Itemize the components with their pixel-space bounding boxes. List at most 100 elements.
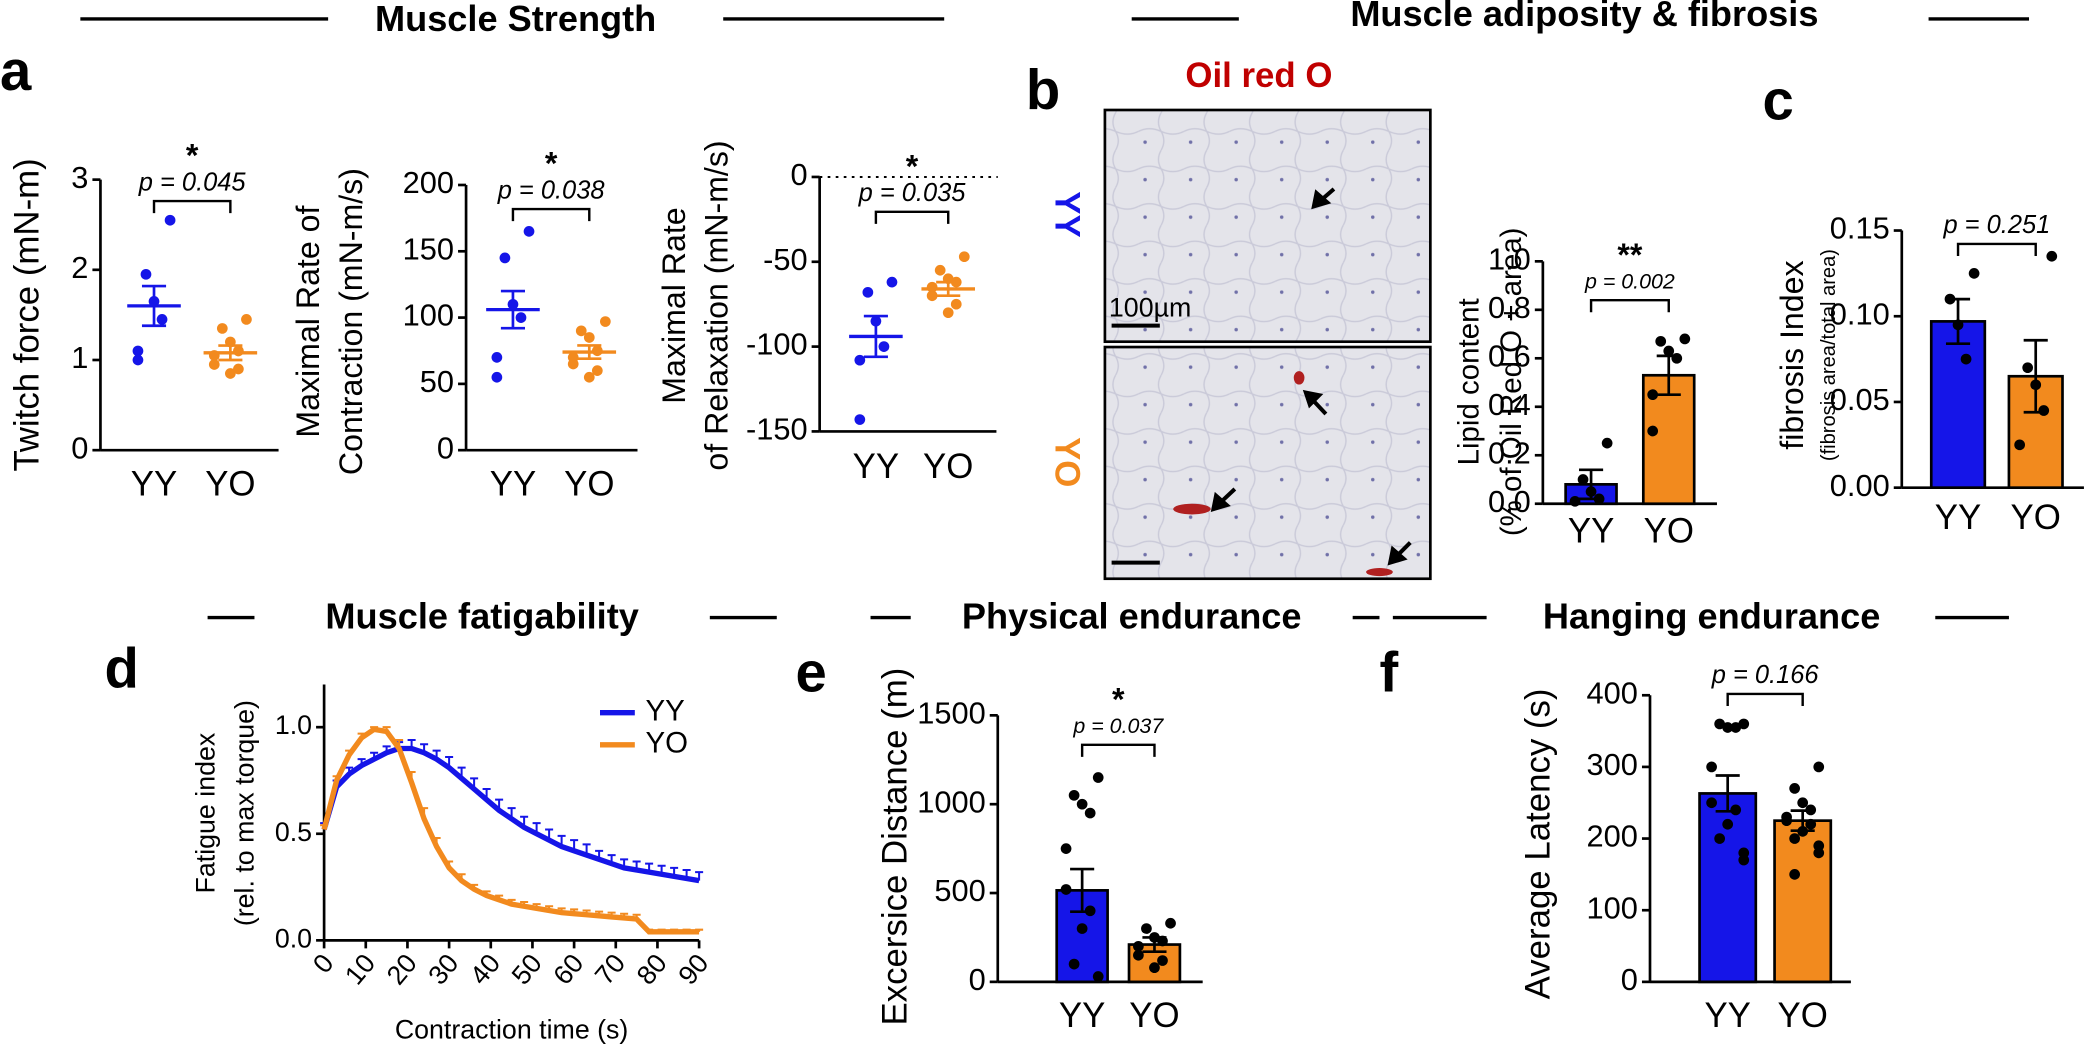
x-tick-label: YY: [1704, 996, 1750, 1035]
x-tick-label: YY: [490, 465, 536, 504]
data-point: [862, 286, 874, 298]
data-point: [1789, 833, 1800, 844]
y-tick-label: 0: [1621, 962, 1638, 997]
lipid-stain: [1293, 371, 1305, 385]
data-point: [1706, 797, 1717, 809]
x-tick-label: 70: [589, 948, 631, 990]
data-point: [1738, 854, 1750, 866]
data-point: [1593, 493, 1605, 505]
y-tick-label: 0.4: [1488, 387, 1531, 422]
y-axis-label: Maximal Rate of: [290, 205, 326, 437]
x-tick-label: 50: [506, 948, 548, 990]
data-point: [216, 323, 228, 334]
data-point: [1577, 474, 1589, 485]
p-value: p = 0.045: [138, 168, 247, 196]
data-point: [1805, 818, 1817, 830]
arrow: [1311, 187, 1336, 210]
data-point: [1647, 389, 1659, 401]
data-point: [1092, 772, 1104, 783]
data-point: [1813, 761, 1825, 773]
y-axis-label: Contraction (mN-m/s): [333, 168, 369, 475]
data-point: [1663, 345, 1675, 357]
data-point: [575, 325, 587, 337]
data-point: [583, 332, 595, 343]
y-axis-label: fibrosis Index: [1774, 260, 1810, 449]
data-point: [499, 252, 511, 264]
data-point: [1722, 722, 1734, 733]
section-title: Physical endurance: [962, 595, 1302, 636]
x-tick-label: YO: [923, 447, 973, 486]
significance-stars: **: [1617, 237, 1643, 273]
panel-label: e: [796, 640, 827, 703]
y-tick-label: 300: [1587, 747, 1638, 782]
y-axis-label: Maximal Rate: [656, 207, 692, 403]
panel-label: c: [1763, 68, 1794, 131]
data-point: [233, 363, 244, 375]
p-value: p = 0.002: [1584, 269, 1675, 293]
data-point: [1647, 425, 1659, 437]
data-point: [854, 414, 866, 425]
y-tick-label: 0.0: [1488, 484, 1531, 519]
legend-label: YO: [646, 727, 689, 760]
data-point: [164, 214, 176, 226]
significance-stars: *: [186, 138, 199, 174]
data-point: [132, 345, 144, 357]
data-point: [1157, 935, 1168, 947]
x-tick-label: 90: [672, 948, 714, 990]
y-tick-label: 0.00: [1830, 468, 1890, 503]
y-axis-label: Fatigue index: [191, 732, 221, 893]
y-tick-label: 3: [71, 160, 88, 195]
x-tick-label: YY: [131, 465, 177, 504]
y-tick-label: 200: [403, 165, 454, 200]
data-point: [942, 273, 954, 285]
lipid-stain: [1366, 568, 1393, 577]
row-label: YO: [1048, 437, 1087, 487]
y-tick-label: 100: [1587, 890, 1638, 925]
y-axis-label: (rel. to max torque): [230, 700, 260, 926]
data-point: [241, 314, 252, 325]
data-point: [225, 336, 236, 348]
data-point: [1149, 962, 1160, 974]
y-tick-label: 0.5: [275, 817, 312, 847]
data-point: [1068, 958, 1080, 970]
data-point: [208, 350, 220, 361]
y-axis-label: Excersice Distance (m): [876, 668, 915, 1026]
y-tick-label: 0: [969, 962, 986, 997]
significance-stars: *: [1112, 681, 1125, 717]
data-point: [2046, 250, 2058, 262]
panel-label: b: [1026, 58, 1060, 121]
arrow: [1387, 541, 1412, 566]
x-tick-label: 30: [422, 948, 464, 990]
x-tick-label: YY: [853, 447, 899, 486]
section-title: Muscle fatigability: [325, 595, 638, 636]
x-tick-label: 40: [464, 948, 506, 990]
y-tick-label: -50: [763, 242, 808, 277]
data-point: [2038, 405, 2050, 416]
series-line: [321, 745, 700, 884]
y-tick-label: 0: [790, 157, 807, 192]
y-tick-label: 1000: [917, 784, 986, 819]
data-point: [156, 314, 168, 325]
data-point: [140, 268, 152, 280]
data-point: [1805, 804, 1817, 816]
significance-bracket: [1589, 298, 1670, 313]
significance-bracket: [1956, 242, 2037, 256]
y-tick-label: 0: [71, 430, 88, 465]
data-point: [148, 296, 160, 307]
data-point: [1569, 495, 1581, 507]
data-point: [1789, 869, 1800, 880]
data-point: [507, 298, 519, 310]
y-axis-label: (% of Oil Red O + area): [1495, 228, 1528, 537]
x-tick-label: YO: [2011, 498, 2061, 537]
y-tick-label: 1: [71, 340, 88, 375]
data-point: [950, 298, 962, 310]
data-point: [1968, 268, 1980, 279]
y-tick-label: -100: [746, 327, 808, 362]
y-tick-label: 0.8: [1488, 290, 1531, 325]
y-axis-label: Twitch force (mN-m): [8, 158, 47, 471]
panel-label: f: [1379, 640, 1398, 703]
micrograph: [1103, 345, 1432, 581]
data-point: [1060, 884, 1072, 895]
row-label: YY: [1048, 191, 1087, 237]
